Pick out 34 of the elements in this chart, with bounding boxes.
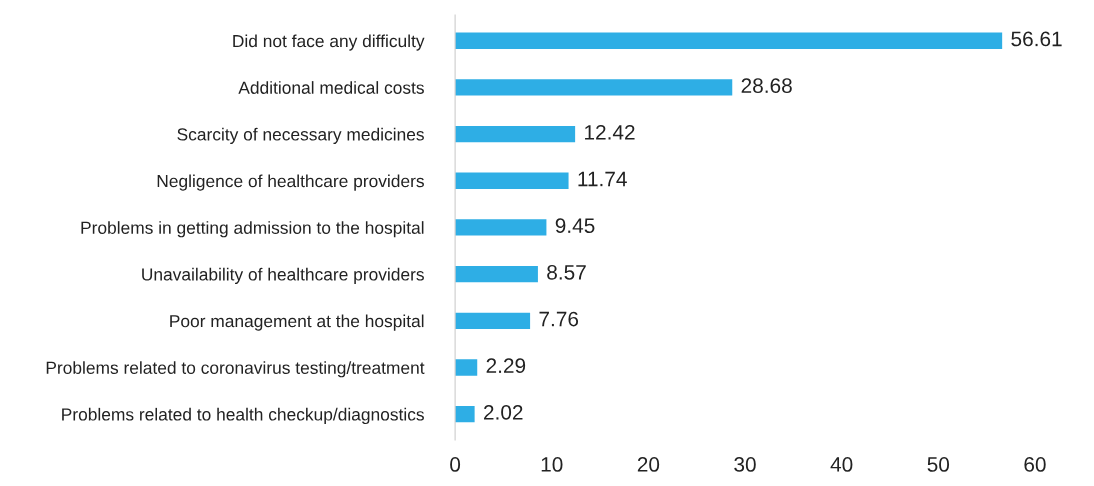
x-tick-label: 10 bbox=[541, 457, 563, 472]
bar bbox=[455, 32, 1003, 49]
data-label: 28.68 bbox=[741, 78, 792, 94]
bar bbox=[455, 359, 478, 376]
data-label: 9.45 bbox=[555, 218, 595, 234]
data-label: 2.29 bbox=[486, 358, 526, 374]
x-tick-label: 60 bbox=[1024, 457, 1046, 472]
y-tick-label: Problems in getting admission to the hospital bbox=[81, 221, 424, 238]
y-tick-label: Scarcity of necessary medicines bbox=[177, 127, 424, 144]
data-label: 12.42 bbox=[585, 124, 635, 140]
data-label: 8.57 bbox=[547, 264, 586, 280]
y-tick-label: Additional medical costs bbox=[238, 81, 424, 94]
bar bbox=[455, 265, 538, 283]
bar bbox=[455, 219, 547, 236]
x-tick-label: 20 bbox=[637, 457, 660, 472]
x-tick-label: 0 bbox=[450, 457, 461, 472]
y-tick-label: Unavailability of healthcare providers bbox=[142, 267, 424, 285]
x-tick-label: 50 bbox=[927, 457, 950, 472]
x-tick-label: 40 bbox=[830, 457, 853, 472]
y-tick-label: Problems related to coronavirus testing/treatment bbox=[46, 361, 425, 378]
data-label: 56.61 bbox=[1011, 31, 1062, 47]
bar bbox=[455, 312, 531, 329]
y-tick-label: Poor management at the hospital bbox=[170, 314, 424, 331]
y-tick-label: Did not face any difficulty bbox=[233, 34, 425, 51]
bar bbox=[455, 405, 475, 423]
bar bbox=[455, 125, 576, 143]
x-tick-label: 30 bbox=[734, 457, 756, 472]
bar bbox=[455, 79, 733, 96]
y-tick-label: Negligence of healthcare providers bbox=[157, 174, 424, 191]
data-label: 2.02 bbox=[484, 405, 523, 420]
data-label: 7.76 bbox=[539, 311, 579, 327]
bar bbox=[455, 172, 569, 189]
data-label: 11.74 bbox=[578, 171, 627, 187]
y-tick-label: Problems related to health checkup/diagnostics bbox=[62, 407, 424, 425]
